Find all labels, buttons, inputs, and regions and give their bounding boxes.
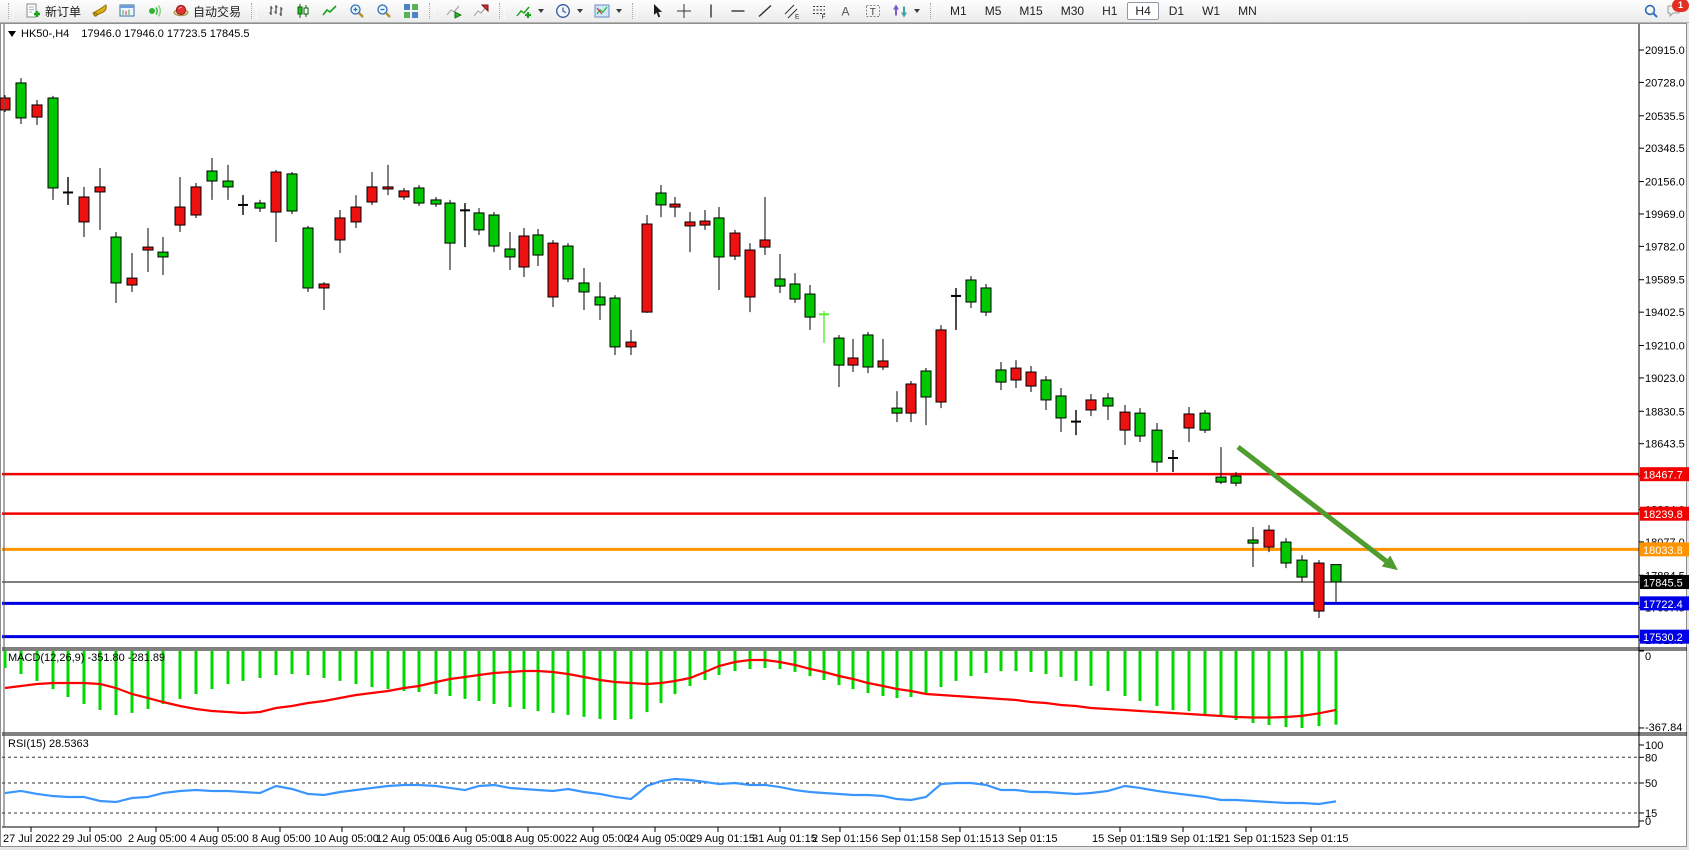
market-watch-button[interactable]	[86, 1, 113, 22]
toolbar-gripper[interactable]	[251, 3, 258, 19]
horizontal-line-tool-button[interactable]	[724, 1, 751, 22]
rsi-indicator-label: RSI(15) 28.5363	[8, 738, 89, 750]
zoom-out-icon	[375, 3, 392, 20]
text-icon: A	[837, 3, 854, 20]
line-chart-button[interactable]	[316, 1, 343, 22]
svg-text:A: A	[841, 5, 849, 19]
tf-d1[interactable]: D1	[1168, 4, 1185, 18]
add-indicator-icon	[515, 3, 532, 20]
toolbar-gripper[interactable]	[632, 3, 639, 19]
tf-m1[interactable]: M1	[950, 4, 967, 18]
new-order-label: 新订单	[45, 4, 82, 19]
text-label-tool-button[interactable]: T	[859, 1, 886, 22]
notification-badge: 1	[1672, 0, 1689, 12]
tf-m30[interactable]: M30	[1060, 4, 1085, 18]
cursor-tool-button[interactable]	[643, 1, 670, 22]
tf-m15[interactable]: M15	[1019, 4, 1043, 18]
tf-m5[interactable]: M5	[984, 4, 1002, 18]
data-window-icon	[118, 3, 135, 20]
auto-trading-button[interactable]: 自动交易	[167, 1, 246, 22]
svg-text:E: E	[795, 14, 800, 20]
main-toolbar: 新订单 自动交易	[0, 0, 1689, 23]
auto-scroll-icon	[445, 3, 462, 20]
fibonacci-tool-button[interactable]: F	[805, 1, 832, 22]
tf-w1[interactable]: W1	[1202, 4, 1221, 18]
macd-indicator-label: MACD(12,26,9) -351.80 -281.89	[8, 652, 166, 664]
tf-h4[interactable]: H4	[1127, 2, 1159, 20]
add-indicator-button[interactable]	[510, 1, 549, 22]
chevron-down-icon	[616, 9, 623, 13]
horizontal-line-icon	[729, 3, 746, 20]
candlestick-chart-icon	[294, 3, 311, 20]
symbol-ohlc-text: 17946.0 17946.0 17723.5 17845.5	[81, 28, 250, 40]
chart-symbol-label[interactable]: HK50-,H4 17946.0 17946.0 17723.5 17845.5	[8, 28, 250, 40]
cursor-icon	[648, 3, 665, 20]
notification-chat-icon[interactable]: 1	[1665, 0, 1689, 20]
signal-icon	[145, 3, 162, 20]
periods-button[interactable]	[549, 1, 588, 22]
toolbar-gripper[interactable]	[429, 3, 436, 19]
trendline-icon	[756, 3, 773, 20]
text-tool-button[interactable]: A	[832, 1, 859, 22]
tile-windows-button[interactable]	[397, 1, 424, 22]
crosshair-icon	[675, 3, 692, 20]
bar-chart-button[interactable]	[262, 1, 289, 22]
data-window-button[interactable]	[113, 1, 140, 22]
clock-icon	[554, 3, 571, 20]
chart-menu-triangle-icon[interactable]	[8, 31, 16, 37]
candlestick-chart-button[interactable]	[289, 1, 316, 22]
toolbar-gripper[interactable]	[930, 3, 937, 19]
vertical-line-tool-button[interactable]	[697, 1, 724, 22]
svg-text:T: T	[869, 7, 875, 18]
chevron-down-icon	[538, 9, 545, 13]
tf-mn[interactable]: MN	[1238, 4, 1257, 18]
symbol-period-text: HK50-,H4	[21, 28, 70, 40]
signals-button[interactable]	[140, 1, 167, 22]
text-label-icon: T	[864, 3, 881, 20]
chevron-down-icon	[914, 9, 921, 13]
auto-trading-icon	[172, 3, 189, 20]
tf-h1[interactable]: H1	[1102, 4, 1118, 18]
toolbar-gripper[interactable]	[8, 3, 14, 19]
bar-chart-icon	[267, 3, 284, 20]
template-icon	[593, 3, 610, 20]
vertical-line-icon	[702, 3, 719, 20]
new-order-button[interactable]: 新订单	[19, 1, 86, 22]
zoom-out-button[interactable]	[370, 1, 397, 22]
line-chart-icon	[321, 3, 338, 20]
channel-icon: E	[783, 3, 800, 20]
trendline-tool-button[interactable]	[751, 1, 778, 22]
auto-scroll-button[interactable]	[440, 1, 467, 22]
zoom-in-button[interactable]	[343, 1, 370, 22]
chart-window[interactable]	[0, 23, 1687, 847]
templates-button[interactable]	[588, 1, 627, 22]
horn-icon	[91, 3, 108, 20]
fibonacci-icon: F	[810, 3, 827, 20]
toolbar-gripper[interactable]	[499, 3, 506, 19]
chevron-down-icon	[577, 9, 584, 13]
equidistant-channel-tool-button[interactable]: E	[778, 1, 805, 22]
svg-text:F: F	[821, 14, 825, 19]
tile-windows-icon	[402, 3, 419, 20]
chart-shift-icon	[472, 3, 489, 20]
new-order-icon	[24, 3, 41, 20]
crosshair-tool-button[interactable]	[670, 1, 697, 22]
chart-shift-button[interactable]	[467, 1, 494, 22]
auto-trading-label: 自动交易	[193, 4, 242, 19]
zoom-in-icon	[348, 3, 365, 20]
arrows-icon	[891, 3, 908, 20]
search-icon[interactable]	[1642, 3, 1659, 20]
arrows-tool-button[interactable]	[886, 1, 925, 22]
